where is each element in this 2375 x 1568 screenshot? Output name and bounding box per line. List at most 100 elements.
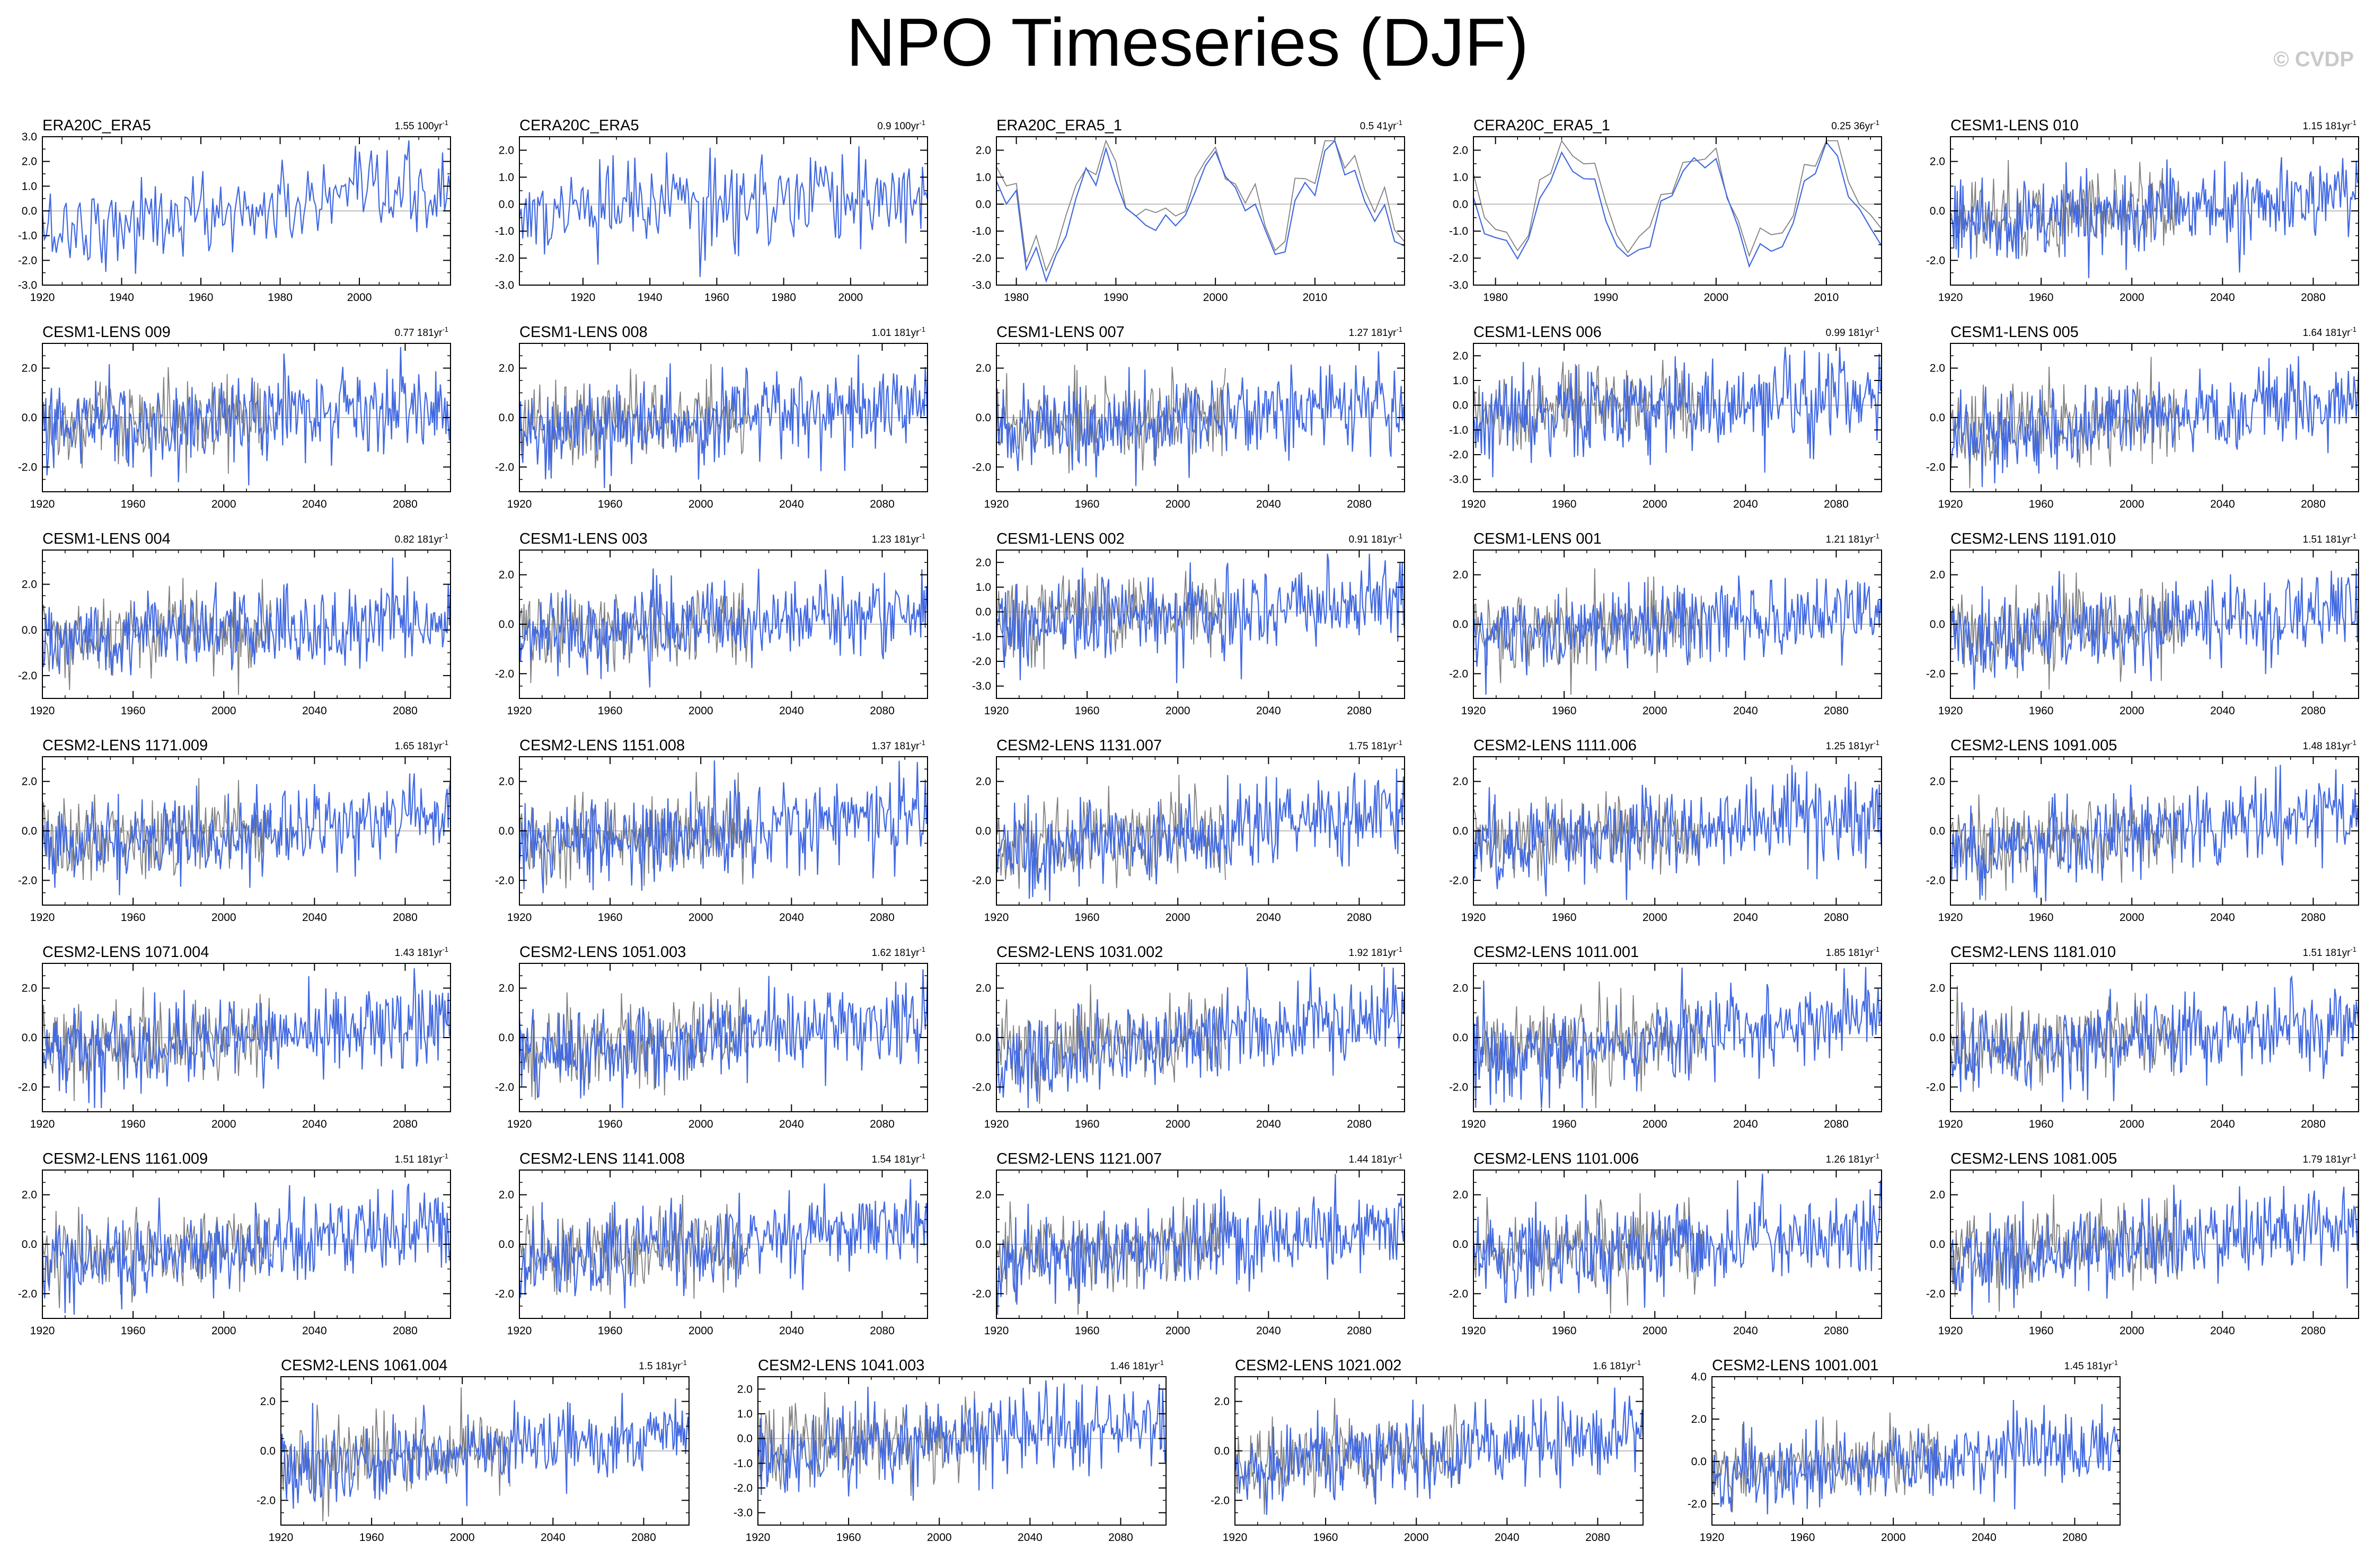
- npo-series-line: [519, 146, 928, 277]
- npo-timeseries-panel: CESM1-LENS 003 1.23 181yr-1 1920 1960 2000 20…: [495, 530, 928, 717]
- x-tick-label: 1960: [2029, 1325, 2054, 1337]
- x-tick-label: 2040: [302, 1118, 327, 1130]
- y-tick-label: 1.0: [22, 180, 37, 192]
- panel-title: CESM1-LENS 002: [996, 530, 1125, 547]
- x-tick-label: 1960: [598, 498, 623, 510]
- x-tick-label: 2040: [1733, 705, 1758, 717]
- panel-trend-label: 1.37 181yr-1: [872, 739, 925, 752]
- panel-trend-label: 1.62 181yr-1: [872, 945, 925, 959]
- npo-timeseries-panel: CESM2-LENS 1171.009 1.65 181yr-1 1920 1960 2…: [18, 737, 451, 924]
- y-tick-label: 2.0: [1453, 982, 1468, 995]
- x-tick-label: 1990: [1103, 291, 1128, 304]
- reference-series-line: [42, 578, 272, 695]
- panel-title: CESM2-LENS 1101.006: [1473, 1150, 1639, 1167]
- y-tick-label: -2.0: [1449, 1288, 1468, 1300]
- npo-series-line: [519, 355, 928, 489]
- x-tick-label: 2040: [2210, 705, 2235, 717]
- npo-timeseries-panel: CESM2-LENS 1041.003 1.46 181yr-1 1920 1960 2…: [734, 1357, 1167, 1544]
- x-tick-label: 2000: [1166, 1118, 1190, 1130]
- npo-series-line: [519, 1179, 928, 1308]
- y-tick-label: -2.0: [1688, 1498, 1707, 1510]
- y-tick-label: -3.0: [1449, 279, 1468, 291]
- y-tick-label: 2.0: [499, 362, 514, 375]
- npo-series-line: [996, 351, 1405, 486]
- npo-timeseries-panel: CESM1-LENS 009 0.77 181yr-1 1920 1960 2000 20…: [18, 324, 451, 510]
- y-tick-label: 0.0: [1930, 1238, 1945, 1251]
- x-tick-label: 2000: [927, 1531, 952, 1544]
- y-tick-label: -1.0: [18, 230, 37, 242]
- x-tick-label: 2000: [1166, 705, 1190, 717]
- y-tick-label: 0.0: [976, 606, 991, 618]
- y-tick-label: 0.0: [976, 825, 991, 837]
- panel-title: CESM2-LENS 1111.006: [1473, 737, 1637, 754]
- y-tick-label: 0.0: [976, 1238, 991, 1251]
- x-tick-label: 2080: [870, 911, 895, 924]
- panel-trend-label: 1.43 181yr-1: [395, 945, 448, 959]
- panel-title: CESM1-LENS 004: [42, 530, 171, 547]
- y-tick-label: -2.0: [1926, 1081, 1945, 1093]
- x-tick-label: 2080: [1585, 1531, 1610, 1544]
- y-tick-label: -1.0: [1449, 225, 1468, 237]
- x-tick-label: 2040: [1733, 498, 1758, 510]
- x-tick-label: 1920: [507, 911, 532, 924]
- x-tick-label: 2040: [1495, 1531, 1520, 1544]
- x-tick-label: 2080: [1347, 1325, 1372, 1337]
- x-tick-label: 1920: [1461, 705, 1486, 717]
- npo-timeseries-panel: CESM2-LENS 1021.002 1.6 181yr-1 1920 1960 20…: [1211, 1357, 1644, 1544]
- x-tick-label: 2000: [1643, 705, 1667, 717]
- npo-timeseries-panel: CESM2-LENS 1051.003 1.62 181yr-1 1920 1960 2…: [495, 944, 928, 1130]
- panel-trend-label: 1.27 181yr-1: [1349, 325, 1402, 339]
- npo-series-line: [42, 968, 451, 1109]
- x-tick-label: 2080: [2301, 1325, 2326, 1337]
- panel-title: CERA20C_ERA5: [519, 117, 639, 134]
- x-tick-label: 1920: [1938, 1325, 1963, 1337]
- reference-series-line: [1950, 357, 2180, 489]
- x-tick-label: 2000: [211, 705, 236, 717]
- panel-title: CESM1-LENS 010: [1950, 117, 2079, 134]
- x-tick-label: 2080: [2301, 291, 2326, 304]
- npo-series-line: [996, 1174, 1405, 1315]
- panel-trend-label: 0.77 181yr-1: [395, 325, 448, 339]
- panel-title: CESM2-LENS 1021.002: [1235, 1357, 1401, 1374]
- npo-timeseries-panel: CESM2-LENS 1001.001 1.45 181yr-1 1920 1960 2…: [1688, 1357, 2121, 1544]
- panel-trend-label: 1.79 181yr-1: [2303, 1152, 2356, 1165]
- npo-timeseries-panel: CESM2-LENS 1191.010 1.51 181yr-1 1920 1960 2…: [1926, 530, 2359, 717]
- x-tick-label: 2040: [779, 498, 804, 510]
- panel-trend-label: 1.51 181yr-1: [2303, 532, 2356, 545]
- npo-timeseries-panel: CESM1-LENS 002 0.91 181yr-1 1920 1960 2000 20…: [972, 530, 1405, 717]
- panel-trend-label: 1.23 181yr-1: [872, 532, 925, 545]
- reference-series-line: [1473, 568, 1703, 695]
- panel-trend-label: 1.45 181yr-1: [2064, 1359, 2118, 1372]
- y-tick-label: 0.0: [1930, 205, 1945, 217]
- y-tick-label: 0.0: [1453, 1238, 1468, 1251]
- x-tick-label: 1960: [1075, 1118, 1100, 1130]
- x-tick-label: 1960: [189, 291, 214, 304]
- y-tick-label: -2.0: [18, 1081, 37, 1093]
- x-tick-label: 2080: [393, 498, 418, 510]
- npo-timeseries-panel: CESM1-LENS 007 1.27 181yr-1 1920 1960 2000 20…: [972, 324, 1405, 510]
- y-tick-label: -2.0: [972, 1081, 991, 1093]
- x-tick-label: 1920: [1461, 1325, 1486, 1337]
- x-tick-label: 2000: [688, 1325, 713, 1337]
- npo-series-line: [758, 1380, 1166, 1501]
- panel-trend-label: 1.54 181yr-1: [872, 1152, 925, 1165]
- x-tick-label: 2080: [1824, 498, 1849, 510]
- panel-title: CESM1-LENS 005: [1950, 324, 2079, 341]
- panel-trend-label: 1.51 181yr-1: [2303, 945, 2356, 959]
- npo-series-line: [42, 773, 451, 896]
- x-tick-label: 2010: [1814, 291, 1839, 304]
- x-tick-label: 1960: [359, 1531, 384, 1544]
- y-tick-label: 0.0: [1453, 618, 1468, 631]
- y-tick-label: -2.0: [1926, 874, 1945, 887]
- x-tick-label: 1960: [2029, 498, 2054, 510]
- panel-trend-label: 0.9 100yr-1: [877, 119, 925, 132]
- npo-timeseries-panel: CESM2-LENS 1151.008 1.37 181yr-1 1920 1960 2…: [495, 737, 928, 924]
- x-tick-label: 1960: [836, 1531, 861, 1544]
- y-tick-label: -2.0: [495, 668, 514, 680]
- x-tick-label: 2000: [688, 911, 713, 924]
- y-tick-label: 0.0: [499, 825, 514, 837]
- npo-timeseries-panel: CESM2-LENS 1011.001 1.85 181yr-1 1920 1960 2…: [1449, 944, 1882, 1130]
- npo-timeseries-panel: CESM2-LENS 1131.007 1.75 181yr-1 1920 1960 2…: [972, 737, 1405, 924]
- panel-title: CESM2-LENS 1171.009: [42, 737, 208, 754]
- npo-timeseries-panel: CESM2-LENS 1101.006 1.26 181yr-1 1920 1960 2…: [1449, 1150, 1882, 1337]
